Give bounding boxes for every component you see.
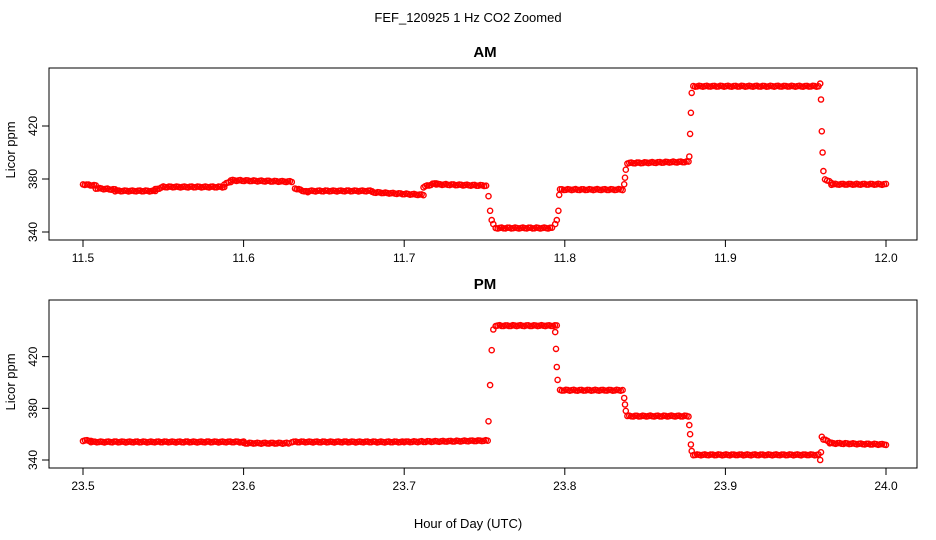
panel-pm-plot-frame [48,299,918,469]
figure-title: FEF_120925 1 Hz CO2 Zoomed [374,10,561,25]
data-point [552,345,560,353]
data-point [816,80,824,87]
panel-pm-xtick-label: 24.0 [874,479,898,493]
data-point [553,363,561,371]
data-point [882,180,890,188]
panel-am-xticks: 11.5 11.6 11.7 11.8 11.9 12.0 [72,239,898,265]
panel-am-ylabel: Licor ppm [3,121,18,178]
panel-pm-xtick-label: 23.5 [71,479,95,493]
panel-am-points [79,80,890,232]
data-point [685,413,692,420]
panel-am-xtick-label: 11.9 [714,251,737,265]
data-point [818,433,826,441]
panel-pm-ytick-label: 340 [26,450,40,470]
data-point [554,376,561,384]
data-point [619,386,626,394]
data-point [553,322,561,329]
data-point [288,178,296,186]
data-point [482,182,490,189]
panel-am-ytick-label: 420 [26,116,40,136]
data-point [488,346,496,354]
data-point [620,394,628,402]
panel-am-ytick-label: 380 [26,169,40,189]
data-point [555,191,563,199]
data-point [621,401,629,408]
panel-pm-xtick-label: 23.7 [393,479,417,493]
data-point [551,328,559,336]
panel-am-xtick-label: 11.5 [72,251,95,265]
data-point [817,96,825,103]
data-point [621,174,629,181]
panel-pm-xticks: 23.5 23.6 23.7 23.8 23.9 24.0 [71,467,898,493]
data-point [620,180,628,188]
panel-am-title: AM [473,44,496,61]
panel-am-ytick-label: 340 [26,222,40,242]
panel-am-xtick-label: 11.6 [232,251,255,265]
panel-pm-points [79,321,890,464]
data-point [817,448,825,456]
panel-pm: PM Licor ppm 23.5 23.6 23.7 23.8 23.9 24.0 34… [3,276,918,493]
panel-pm-xtick-label: 23.9 [714,479,738,493]
data-point [486,207,494,215]
data-point [686,153,693,160]
panel-am-xtick-label: 12.0 [874,251,898,265]
data-point [485,192,492,200]
data-point [622,407,630,415]
panel-am-xtick-label: 11.8 [554,251,577,265]
data-point [486,381,494,389]
data-point [484,437,492,445]
data-point [882,441,890,449]
panel-pm-ytick-label: 420 [26,346,40,366]
panel-am-plot-frame [48,67,918,241]
data-point [687,109,695,117]
figure-xlabel: Hour of Day (UTC) [414,516,522,531]
data-point [420,191,427,199]
panel-pm-xtick-label: 23.8 [553,479,577,493]
panel-pm-yticks: 340 380 420 [26,346,50,470]
panel-pm-ytick-label: 380 [26,398,40,418]
data-point [688,447,696,455]
data-point [816,456,824,464]
data-point [686,421,693,429]
data-point [688,89,696,97]
data-point [619,186,626,194]
data-point [489,220,497,228]
data-point [553,216,561,224]
panel-am-xtick-label: 11.7 [393,251,416,265]
data-point [820,167,827,175]
panel-pm-xtick-label: 23.6 [232,479,256,493]
data-point [686,130,694,138]
panel-pm-title: PM [474,276,497,293]
panel-am: AM Licor ppm 11.5 11.6 11.7 11.8 11.9 12.0 34… [3,44,918,265]
data-point [548,224,556,231]
data-point [819,149,826,156]
data-point [687,441,695,448]
data-point [686,430,694,438]
panel-am-yticks: 340 380 420 [26,116,50,242]
data-point [818,127,826,135]
data-point [622,166,630,173]
data-point [555,207,562,215]
data-point [485,417,492,425]
panel-pm-ylabel: Licor ppm [3,353,18,410]
data-point [489,326,497,333]
